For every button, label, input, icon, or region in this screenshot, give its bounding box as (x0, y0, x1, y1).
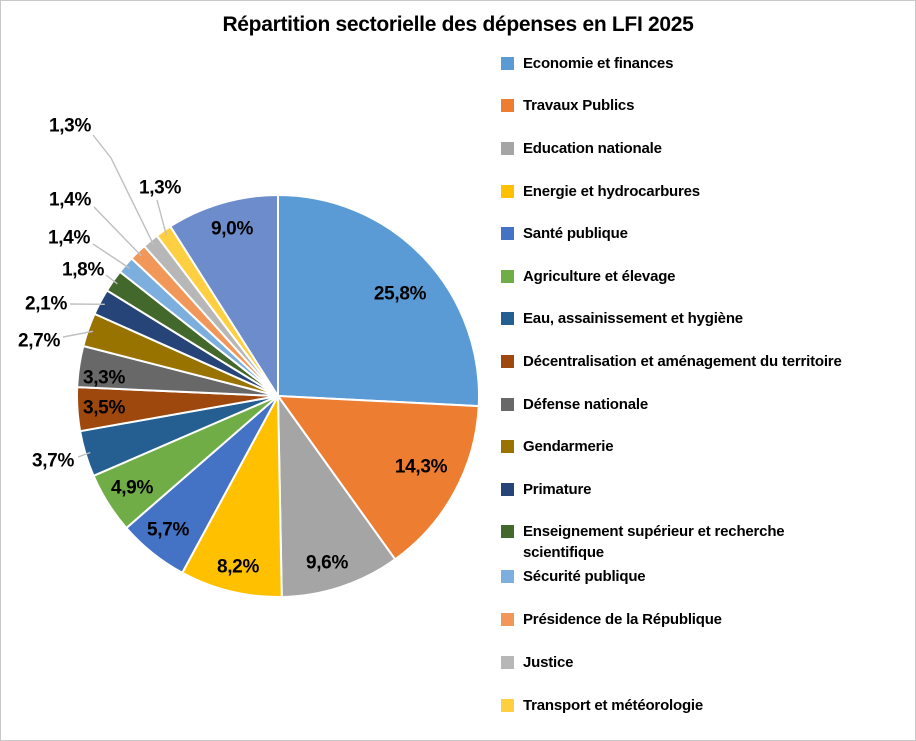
legend-label: Eau, assainissement et hygiène (523, 310, 743, 327)
slice-label-presidence-de-la-republique: 1,4% (49, 190, 92, 211)
legend-item-gendarmerie[interactable]: Gendarmerie (501, 436, 915, 457)
legend-item-primature[interactable]: Primature (501, 479, 915, 500)
legend-item-presidence-de-la-republique[interactable]: Présidence de la République (501, 609, 915, 630)
slice-label-education-nationale: 9,6% (306, 553, 349, 574)
legend-label: Sécurité publique (523, 568, 646, 585)
slice-label-decentralisation-et-amenagement-du-territoire: 3,5% (83, 398, 126, 419)
legend-swatch-icon (501, 699, 514, 712)
legend-item-justice[interactable]: Justice (501, 652, 915, 673)
slice-label-securite-publique: 1,4% (48, 228, 91, 249)
leader-line-gendarmerie (62, 330, 94, 338)
legend-swatch-icon (501, 483, 514, 496)
slice-label-agriculture-et-elevage: 4,9% (111, 478, 154, 499)
legend-item-transport-et-meteorologie[interactable]: Transport et météorologie (501, 695, 915, 716)
leader-line-presidence-de-la-republique (93, 206, 142, 257)
slice-label-gendarmerie: 2,7% (18, 331, 61, 352)
legend-item-agriculture-et-elevage[interactable]: Agriculture et élevage (501, 266, 915, 287)
legend-label: Agriculture et élevage (523, 268, 676, 285)
pie-slice-travaux-publics[interactable] (277, 395, 480, 561)
legend-item-education-nationale[interactable]: Education nationale (501, 138, 915, 159)
legend-label: Santé publique (523, 225, 628, 242)
legend-swatch-icon (501, 312, 514, 325)
chart-title: Répartition sectorielle des dépenses en … (222, 13, 694, 36)
legend-label: Economie et finances (523, 55, 674, 72)
legend-item-decentralisation-et-amenagement-du-territoire[interactable]: Décentralisation et aménagement du terri… (501, 351, 915, 372)
legend-item-enseignement-superieur-et-recherche-scientifique[interactable]: Enseignement supérieur et recherche scie… (501, 521, 846, 563)
legend-swatch-icon (501, 570, 514, 583)
legend-label: Education nationale (523, 140, 662, 157)
leader-line-securite-publique (92, 243, 130, 269)
slice-label-enseignement-superieur-et-recherche-scientifique: 1,8% (62, 260, 105, 281)
legend-item-sante-publique[interactable]: Santé publique (501, 223, 915, 244)
legend-label: Enseignement supérieur et recherche scie… (523, 523, 785, 561)
slice-label-defense-nationale: 3,3% (83, 368, 126, 389)
slice-label-transport-et-meteorologie: 1,3% (139, 178, 182, 199)
legend-label: Gendarmerie (523, 438, 614, 455)
legend-label: Travaux Publics (523, 97, 635, 114)
legend-item-economie-et-finances[interactable]: Economie et finances (501, 53, 915, 74)
legend-label: Justice (523, 654, 574, 671)
pie-slice-education-nationale[interactable] (277, 395, 397, 598)
slice-label-travaux-publics: 14,3% (395, 457, 448, 478)
chart-legend: Economie et finances Travaux Publics Educa… (501, 1, 915, 740)
legend-swatch-icon (501, 270, 514, 283)
legend-swatch-icon (501, 99, 514, 112)
legend-swatch-icon (501, 656, 514, 669)
legend-label: Décentralisation et aménagement du terri… (523, 353, 842, 370)
legend-label: Energie et hydrocarbures (523, 183, 700, 200)
legend-swatch-icon (501, 355, 514, 368)
pie-slice-slice-17[interactable] (169, 194, 279, 397)
legend-swatch-icon (501, 398, 514, 411)
pie-slice-economie-et-finances[interactable] (277, 194, 480, 408)
legend-swatch-icon (501, 613, 514, 626)
legend-label: Primature (523, 481, 592, 498)
leader-line-justice (92, 134, 155, 245)
legend-swatch-icon (501, 142, 514, 155)
legend-item-securite-publique[interactable]: Sécurité publique (501, 566, 915, 587)
slice-label-sante-publique: 5,7% (147, 520, 190, 541)
slice-label-primature: 2,1% (25, 294, 68, 315)
slice-label-justice: 1,3% (49, 116, 92, 137)
legend-item-travaux-publics[interactable]: Travaux Publics (501, 95, 915, 116)
legend-swatch-icon (501, 440, 514, 453)
legend-label: Défense nationale (523, 396, 648, 413)
legend-item-defense-nationale[interactable]: Défense nationale (501, 394, 915, 415)
pie-slice-energie-et-hydrocarbures[interactable] (181, 395, 283, 598)
legend-item-energie-et-hydrocarbures[interactable]: Energie et hydrocarbures (501, 181, 915, 202)
legend-item-eau-assainissement-et-hygiene[interactable]: Eau, assainissement et hygiène (501, 308, 915, 329)
legend-swatch-icon (501, 185, 514, 198)
slice-label-slice-17: 9,0% (211, 219, 254, 240)
legend-swatch-icon (501, 57, 514, 70)
legend-swatch-icon (501, 525, 514, 538)
slice-label-energie-et-hydrocarbures: 8,2% (217, 557, 260, 578)
leader-line-eau-assainissement-et-hygiene (77, 451, 91, 458)
leader-line-transport-et-meteorologie (156, 199, 167, 236)
legend-swatch-icon (501, 227, 514, 240)
legend-label: Présidence de la République (523, 611, 722, 628)
leader-line-enseignement-superieur-et-recherche-scientifique (105, 274, 118, 285)
slice-label-economie-et-finances: 25,8% (374, 284, 427, 305)
legend-label: Transport et météorologie (523, 697, 704, 714)
slice-label-eau-assainissement-et-hygiene: 3,7% (32, 451, 75, 472)
